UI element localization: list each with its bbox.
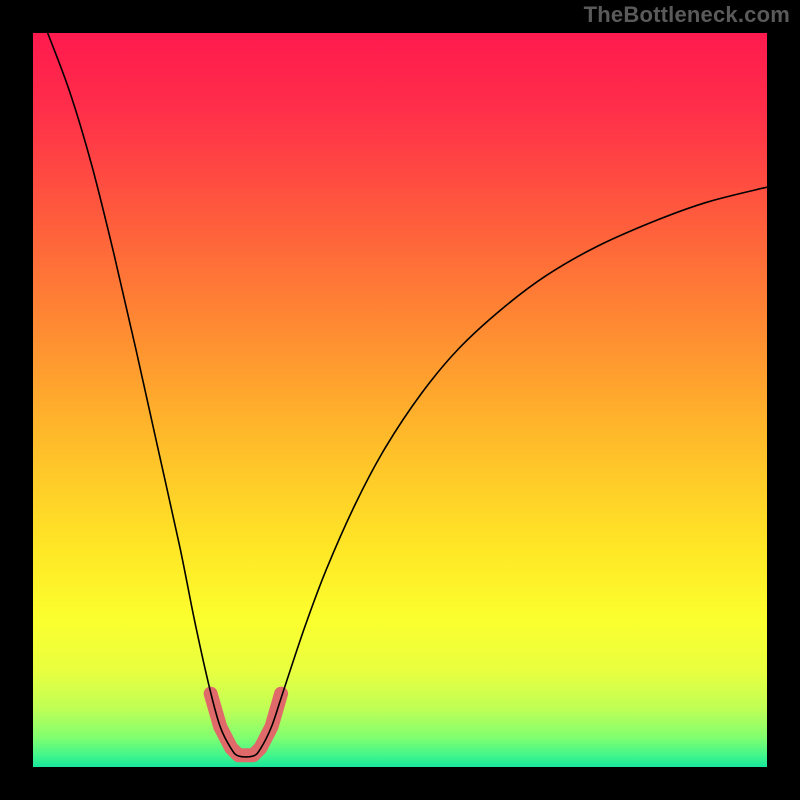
gradient-background	[33, 33, 767, 767]
plot-area	[33, 33, 767, 767]
plot-svg	[33, 33, 767, 767]
watermark-text: TheBottleneck.com	[584, 2, 790, 28]
chart-stage: TheBottleneck.com	[0, 0, 800, 800]
